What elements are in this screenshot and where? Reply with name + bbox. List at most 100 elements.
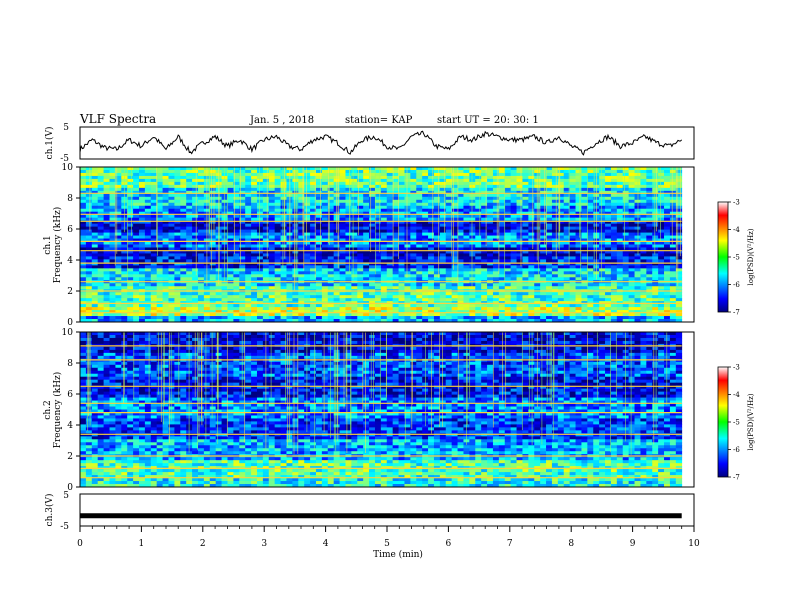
spectrogram-cell (469, 199, 476, 204)
spectrogram-cell (197, 178, 205, 183)
spectrogram-cell (510, 250, 517, 254)
spectrogram-cell (546, 283, 553, 287)
spectrogram-cell (669, 307, 677, 311)
spectrogram-cell (203, 295, 211, 299)
spectrogram-cell (469, 244, 476, 248)
spectrogram-cell (599, 292, 606, 296)
spectrogram-cell (475, 283, 482, 287)
spectrogram-cell (398, 295, 405, 299)
spectrogram-cell (133, 187, 140, 192)
spectrogram-cell (422, 295, 429, 299)
spectrogram-cell (416, 274, 423, 278)
spectrogram-cell (209, 208, 217, 213)
spectrogram-cell (463, 199, 470, 204)
spectrogram-cell (528, 175, 535, 180)
spectrogram-cell (386, 223, 394, 228)
spectrogram-cell (209, 304, 217, 308)
spectrogram-cell (481, 256, 488, 260)
spectrogram-cell (581, 190, 588, 195)
spectrogram-cell (658, 172, 665, 177)
spectrogram-cell (339, 202, 346, 207)
spectrogram-cell (392, 205, 399, 210)
spectrogram-cell (280, 211, 287, 216)
spectrogram-cell (587, 235, 594, 239)
spectrogram-cell (192, 229, 199, 233)
spectrogram-cell (475, 169, 482, 174)
spectrogram-cell (192, 181, 199, 186)
spectrogram-cell (386, 298, 394, 302)
spectrogram-cell (127, 310, 134, 314)
spectrogram-cell (492, 286, 500, 290)
spectrogram-cell (233, 226, 240, 230)
spectrogram-cell (457, 262, 464, 266)
spectrogram-cell (386, 229, 394, 233)
spectrogram-cell (622, 271, 630, 275)
spectrogram-cell (640, 286, 647, 290)
spectrogram-cell (345, 193, 352, 198)
spectrogram-cell (369, 187, 376, 192)
spectrogram-cell (433, 283, 441, 287)
spectrogram-cell (345, 178, 352, 183)
spectrogram-cell (357, 175, 364, 180)
spectrogram-cell (575, 235, 582, 239)
spectrogram-cell (669, 190, 677, 195)
spectrogram-cell (481, 172, 488, 177)
spectrogram-cell (292, 262, 299, 266)
spectrogram-cell (551, 304, 559, 308)
spectrogram-cell (121, 265, 128, 269)
spectrogram-cell (369, 292, 376, 296)
spectrogram-cell (563, 265, 571, 269)
spectrogram-cell (103, 310, 110, 314)
spectrogram-cell (528, 307, 535, 311)
spectrogram-cell (91, 265, 99, 269)
spectrogram-cell (658, 214, 665, 219)
spectrogram-cell (180, 238, 187, 242)
spectrogram-cell (599, 259, 606, 263)
spectrogram-cell (498, 244, 506, 248)
spectrogram-cell (374, 217, 382, 222)
spectrogram-cell (256, 208, 264, 213)
spectrogram-cell (528, 247, 535, 251)
spectrogram-cell (369, 193, 376, 198)
spectrogram-cell (209, 307, 217, 311)
spectrogram-cell (245, 181, 252, 186)
spectrogram-cell (599, 232, 606, 236)
spectrogram-cell (144, 229, 152, 233)
spectrogram-cell (80, 205, 87, 210)
spectrogram-cell (215, 307, 222, 311)
spectrogram-cell (445, 262, 453, 266)
spectrogram-cell (428, 250, 435, 254)
spectrogram-cell (587, 181, 594, 186)
spectrogram-cell (80, 304, 87, 308)
spectrogram-cell (410, 304, 417, 308)
spectrogram-cell (569, 205, 576, 210)
spectrogram-cell (587, 169, 594, 174)
spectrogram-cell (392, 217, 399, 222)
spectrogram-cell (463, 232, 470, 236)
spectrogram-cell (127, 208, 134, 213)
spectrogram-cell (669, 205, 677, 210)
spectrogram-cell (445, 226, 453, 230)
spectrogram-cell (569, 259, 576, 263)
spectrogram-cell (616, 247, 624, 251)
spectrogram-cell (85, 286, 93, 290)
spectrogram-cell (404, 232, 411, 236)
spectrogram-cell (669, 259, 677, 263)
spectrogram-cell (351, 247, 358, 251)
spectrogram-cell (357, 205, 364, 210)
spectrogram-cell (363, 268, 370, 272)
spectrogram-cell (97, 304, 104, 308)
spectrogram-cell (168, 184, 175, 189)
spectrogram-cell (658, 244, 665, 248)
spectrogram-cell (174, 205, 181, 210)
spectrogram-cell (398, 307, 405, 311)
spectrogram-cell (652, 187, 659, 192)
spectrogram-cell (551, 184, 559, 189)
spectrogram-cell (310, 265, 317, 269)
spectrogram-cell (133, 274, 140, 278)
spectrogram-cell (410, 277, 417, 281)
spectrogram-cell (351, 307, 358, 311)
spectrogram-cell (239, 277, 246, 281)
spectrogram-cell (280, 220, 287, 225)
spectrogram-cell (457, 229, 464, 233)
